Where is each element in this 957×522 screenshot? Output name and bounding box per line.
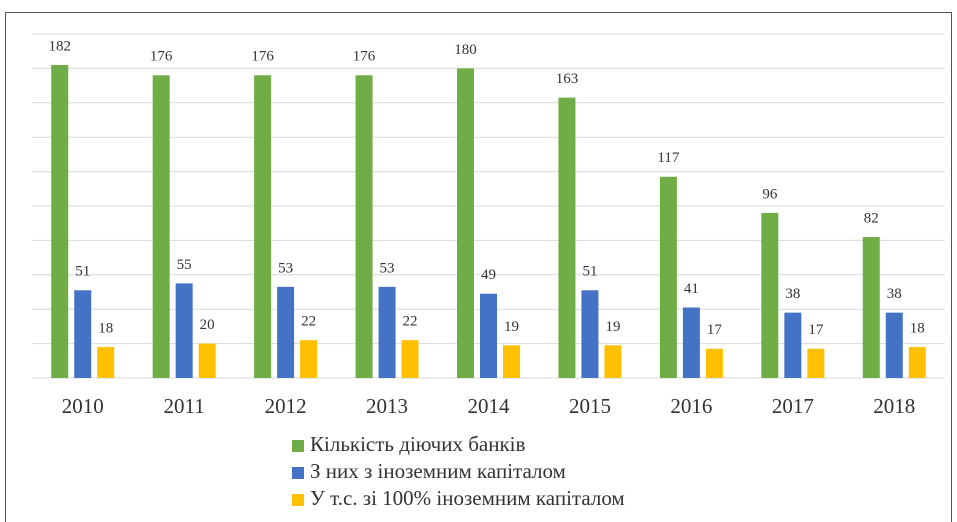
bar [480, 293, 497, 378]
bar [51, 64, 69, 379]
x-tick-label: 2011 [164, 394, 205, 418]
data-label: 53 [278, 260, 293, 276]
data-label: 22 [301, 314, 316, 330]
bar [682, 307, 700, 378]
bar [908, 347, 926, 378]
bar [885, 312, 903, 378]
bar [862, 236, 880, 378]
data-label: 51 [582, 264, 597, 280]
bar [97, 347, 115, 378]
bar [152, 75, 170, 378]
legend-swatch [292, 494, 304, 506]
data-label: 22 [403, 314, 418, 330]
data-label: 18 [98, 320, 113, 336]
bar [198, 343, 216, 378]
data-label: 82 [864, 210, 879, 226]
data-label: 53 [380, 260, 395, 276]
data-label: 176 [150, 49, 173, 65]
bar [705, 348, 723, 378]
data-label: 41 [684, 281, 699, 297]
bar [300, 340, 318, 378]
bar [581, 290, 599, 378]
x-tick-label: 2018 [873, 394, 915, 418]
bar [761, 212, 779, 378]
data-label: 20 [200, 317, 215, 333]
data-label: 38 [887, 286, 902, 302]
data-label: 117 [657, 150, 679, 166]
bar [254, 75, 272, 378]
legend-swatch [292, 467, 304, 479]
data-label: 180 [454, 42, 477, 58]
bar [807, 348, 825, 378]
data-label: 38 [785, 286, 800, 302]
bar [74, 290, 92, 378]
x-tick-label: 2014 [468, 394, 511, 418]
bar [378, 286, 396, 378]
bar [277, 286, 295, 378]
legend-label: Кількість діючих банків [310, 432, 525, 456]
legend-label: У т.с. зі 100% іноземним капіталом [310, 486, 625, 510]
bar [355, 75, 373, 378]
data-label: 182 [48, 38, 71, 54]
bar [659, 176, 677, 378]
data-label: 49 [481, 267, 496, 283]
bar [558, 97, 576, 378]
data-label: 17 [707, 322, 723, 338]
x-tick-label: 2013 [366, 394, 408, 418]
data-label: 51 [75, 264, 90, 280]
x-tick-label: 2012 [265, 394, 307, 418]
legend-label: З них з іноземним капіталом [310, 459, 566, 483]
legend-swatch [292, 440, 304, 452]
data-label: 96 [762, 186, 778, 202]
x-tick-label: 2015 [569, 394, 611, 418]
x-tick-label: 2016 [670, 394, 712, 418]
bar [604, 345, 622, 378]
data-label: 19 [504, 319, 519, 335]
bar [784, 312, 802, 378]
bar [503, 345, 520, 378]
data-label: 17 [808, 322, 824, 338]
data-label: 176 [353, 49, 376, 65]
bar [457, 68, 474, 379]
data-label: 55 [177, 257, 192, 273]
bar [401, 340, 419, 378]
data-label: 18 [910, 320, 925, 336]
bar [175, 283, 193, 378]
x-tick-label: 2010 [62, 394, 104, 418]
data-label: 176 [251, 49, 274, 65]
x-tick-label: 2017 [772, 394, 814, 418]
data-label: 19 [605, 319, 620, 335]
data-label: 163 [556, 71, 579, 87]
